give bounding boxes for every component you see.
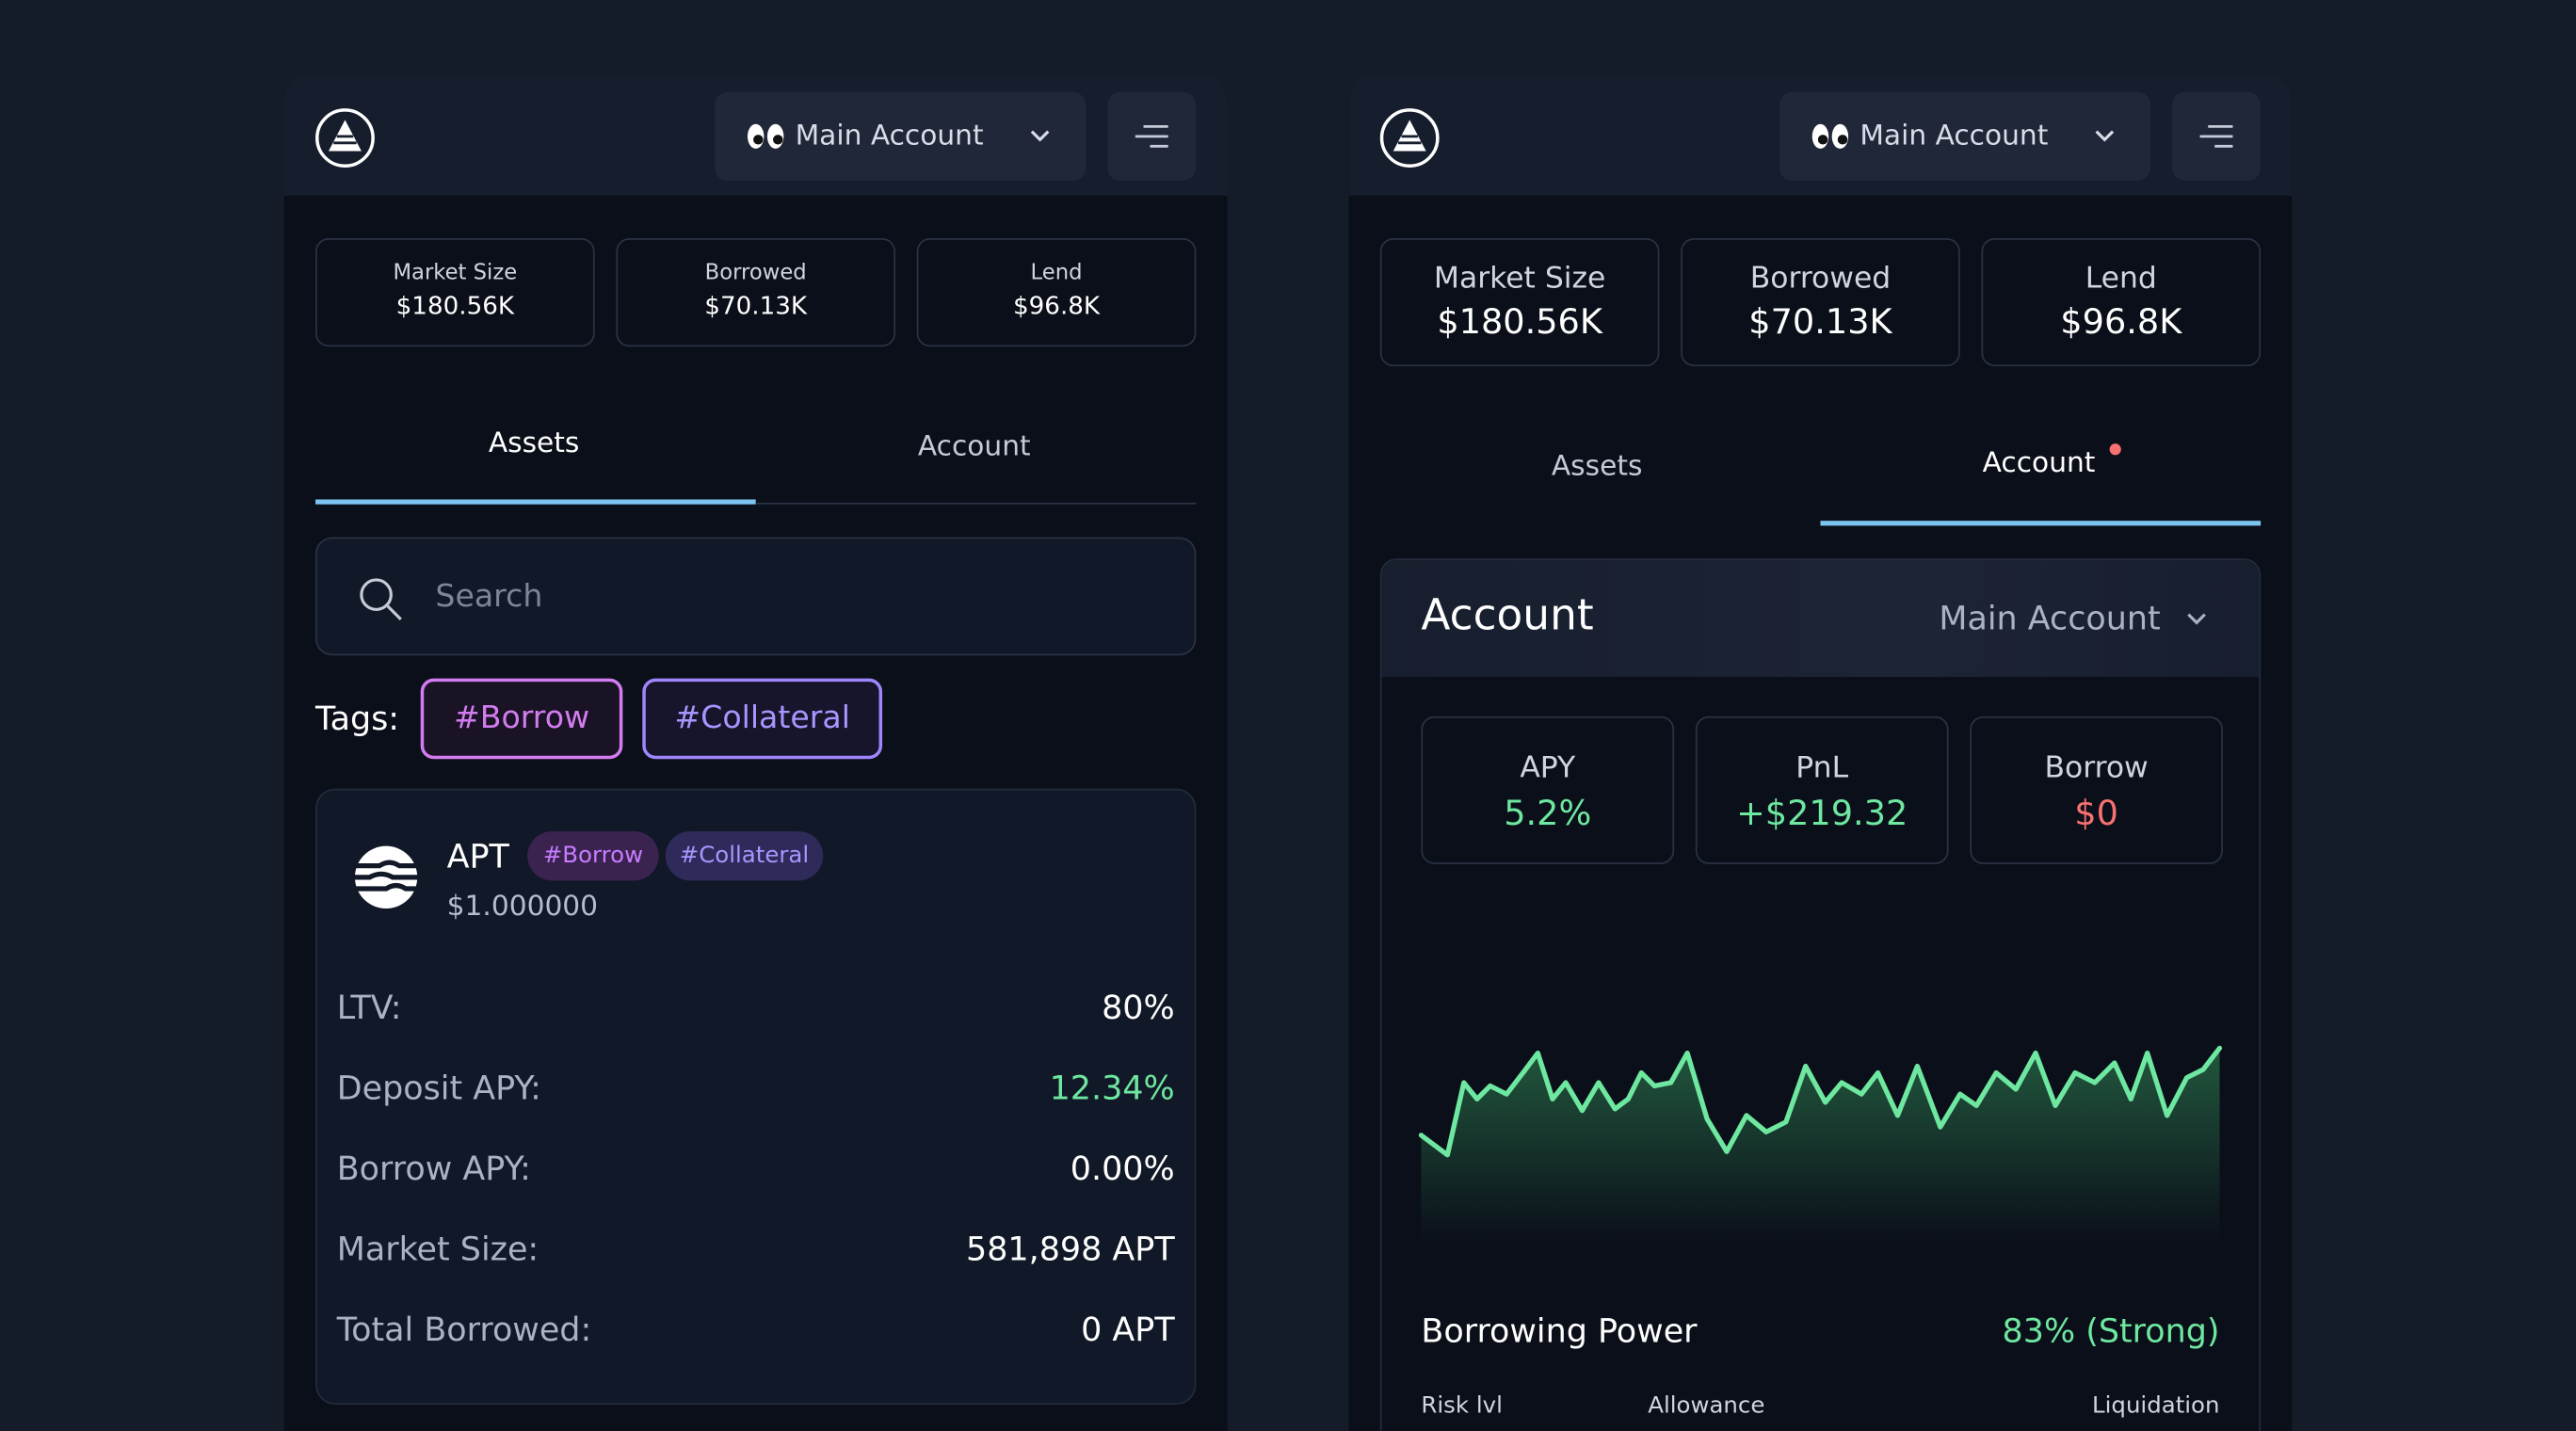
- stat-label: Borrowed: [704, 261, 807, 286]
- row-value: 0.00%: [1070, 1148, 1175, 1188]
- stat-label: Lend: [1030, 261, 1083, 286]
- scale-label: Liquidation: [2092, 1392, 2220, 1420]
- stat-label: Market Size: [1433, 261, 1606, 297]
- info-row: Deposit APY: 12.34%: [337, 1068, 1175, 1107]
- stat-card: Market Size $180.56K: [315, 238, 595, 347]
- stat-card: Borrowed $70.13K: [616, 238, 896, 347]
- row-value: 80%: [1102, 987, 1175, 1027]
- stat-label: Lend: [2085, 261, 2157, 297]
- metric-label: PnL: [1795, 750, 1849, 786]
- tab-account[interactable]: Account: [1982, 446, 2096, 480]
- row-value: 12.34%: [1049, 1068, 1175, 1108]
- account-button[interactable]: Main Account: [715, 91, 1087, 181]
- metric-label: APY: [1520, 750, 1576, 786]
- metric-value: +$219.32: [1736, 793, 1908, 833]
- asset-card: APT #Borrow #Collateral $1.000000 LTV: 80…: [315, 788, 1197, 1405]
- stat-card: Lend $96.8K: [1981, 238, 2262, 367]
- sparkline-area: [1421, 1048, 2220, 1243]
- asset-price: $1.000000: [446, 890, 599, 924]
- stat-label: Market Size: [393, 261, 518, 286]
- tab-assets[interactable]: Assets: [488, 426, 580, 460]
- stat-card: Market Size $180.56K: [1379, 238, 1660, 367]
- scale-label: Risk lvl: [1421, 1392, 1503, 1420]
- stat-card: Lend $96.8K: [916, 238, 1197, 347]
- phone-account: Main Account Market Size $180.56K Borrowe…: [1348, 73, 2293, 1431]
- metric-value: $0: [2074, 793, 2118, 833]
- row-value: 581,898 APT: [966, 1229, 1175, 1269]
- menu-button[interactable]: [1107, 91, 1197, 181]
- metric-value: 5.2%: [1504, 793, 1592, 833]
- logo: [1379, 108, 1440, 168]
- metric-card: APY 5.2%: [1421, 716, 1675, 864]
- search-box[interactable]: Search: [315, 537, 1197, 656]
- power-label: Borrowing Power: [1421, 1310, 1698, 1351]
- stat-value: $96.8K: [2060, 302, 2182, 342]
- row-value: 0 APT: [1081, 1309, 1175, 1349]
- chevron: [1030, 130, 1050, 142]
- stat-value: $96.8K: [1012, 290, 1101, 321]
- metric-label: Borrow: [2044, 750, 2149, 786]
- scale-label: Allowance: [1648, 1392, 1765, 1420]
- stat-card: Borrowed $70.13K: [1681, 238, 1960, 367]
- search-icon: [360, 578, 402, 620]
- logo: [315, 108, 375, 168]
- tag-filter[interactable]: #Collateral: [642, 678, 883, 760]
- row-label: Deposit APY:: [336, 1068, 541, 1108]
- account-name: Main Account: [795, 120, 984, 153]
- eyes-icon: [1811, 123, 1849, 149]
- tab-underline: [315, 499, 756, 505]
- tab-assets[interactable]: Assets: [1551, 450, 1643, 484]
- stat-value: $70.13K: [1748, 302, 1892, 342]
- stat-value: $70.13K: [704, 290, 808, 321]
- notification-dot: [2109, 443, 2121, 456]
- metric-card: PnL +$219.32: [1695, 716, 1949, 864]
- menu-icon: [2199, 124, 2233, 148]
- stat-value: $180.56K: [395, 290, 515, 321]
- info-row: LTV: 80%: [337, 988, 1175, 1027]
- panel-header: [1381, 560, 2260, 677]
- row-label: Total Borrowed:: [336, 1309, 592, 1349]
- tag-filter[interactable]: #Borrow: [420, 678, 623, 760]
- tab-underline: [1820, 521, 2262, 526]
- search-placeholder: Search: [435, 578, 543, 615]
- asset-tag: #Borrow: [527, 830, 659, 881]
- row-label: Market Size:: [336, 1229, 539, 1269]
- tab-divider: [755, 502, 1197, 505]
- power-value: 83% (Strong): [2002, 1310, 2220, 1351]
- info-row: Borrow APY: 0.00%: [337, 1149, 1175, 1188]
- panel-title: Account: [1421, 591, 1594, 641]
- row-label: LTV:: [336, 987, 402, 1027]
- account-selector[interactable]: Main Account: [1939, 598, 2161, 638]
- header: Main Account: [1348, 73, 2293, 196]
- account-button[interactable]: Main Account: [1779, 91, 2151, 181]
- asset-tag: #Collateral: [665, 830, 824, 881]
- metric-card: Borrow $0: [1970, 716, 2223, 864]
- apt-logo: [353, 845, 419, 908]
- row-label: Borrow APY:: [336, 1148, 531, 1188]
- sparkline: [1418, 1045, 2223, 1243]
- info-row: Total Borrowed: 0 APT: [337, 1310, 1175, 1349]
- account-name: Main Account: [1860, 120, 2049, 153]
- menu-button[interactable]: [2171, 91, 2262, 181]
- header: Main Account: [283, 73, 1228, 196]
- account-panel: Account Main Account APY 5.2% PnL +$219.32…: [1379, 558, 2262, 1431]
- tab-account[interactable]: Account: [917, 430, 1031, 464]
- asset-symbol: APT: [446, 836, 509, 876]
- phone-assets: Main Account Market Size $180.56K Borrowe…: [283, 73, 1228, 1431]
- chevron: [2095, 130, 2115, 142]
- chevron: [2187, 613, 2206, 625]
- menu-icon: [1135, 124, 1168, 148]
- sparkline-line: [1418, 1045, 2223, 1158]
- tags-label: Tags:: [315, 698, 400, 738]
- stat-value: $180.56K: [1437, 302, 1602, 342]
- eyes-icon: [747, 123, 784, 149]
- stat-label: Borrowed: [1749, 261, 1892, 297]
- info-row: Market Size: 581,898 APT: [337, 1229, 1175, 1268]
